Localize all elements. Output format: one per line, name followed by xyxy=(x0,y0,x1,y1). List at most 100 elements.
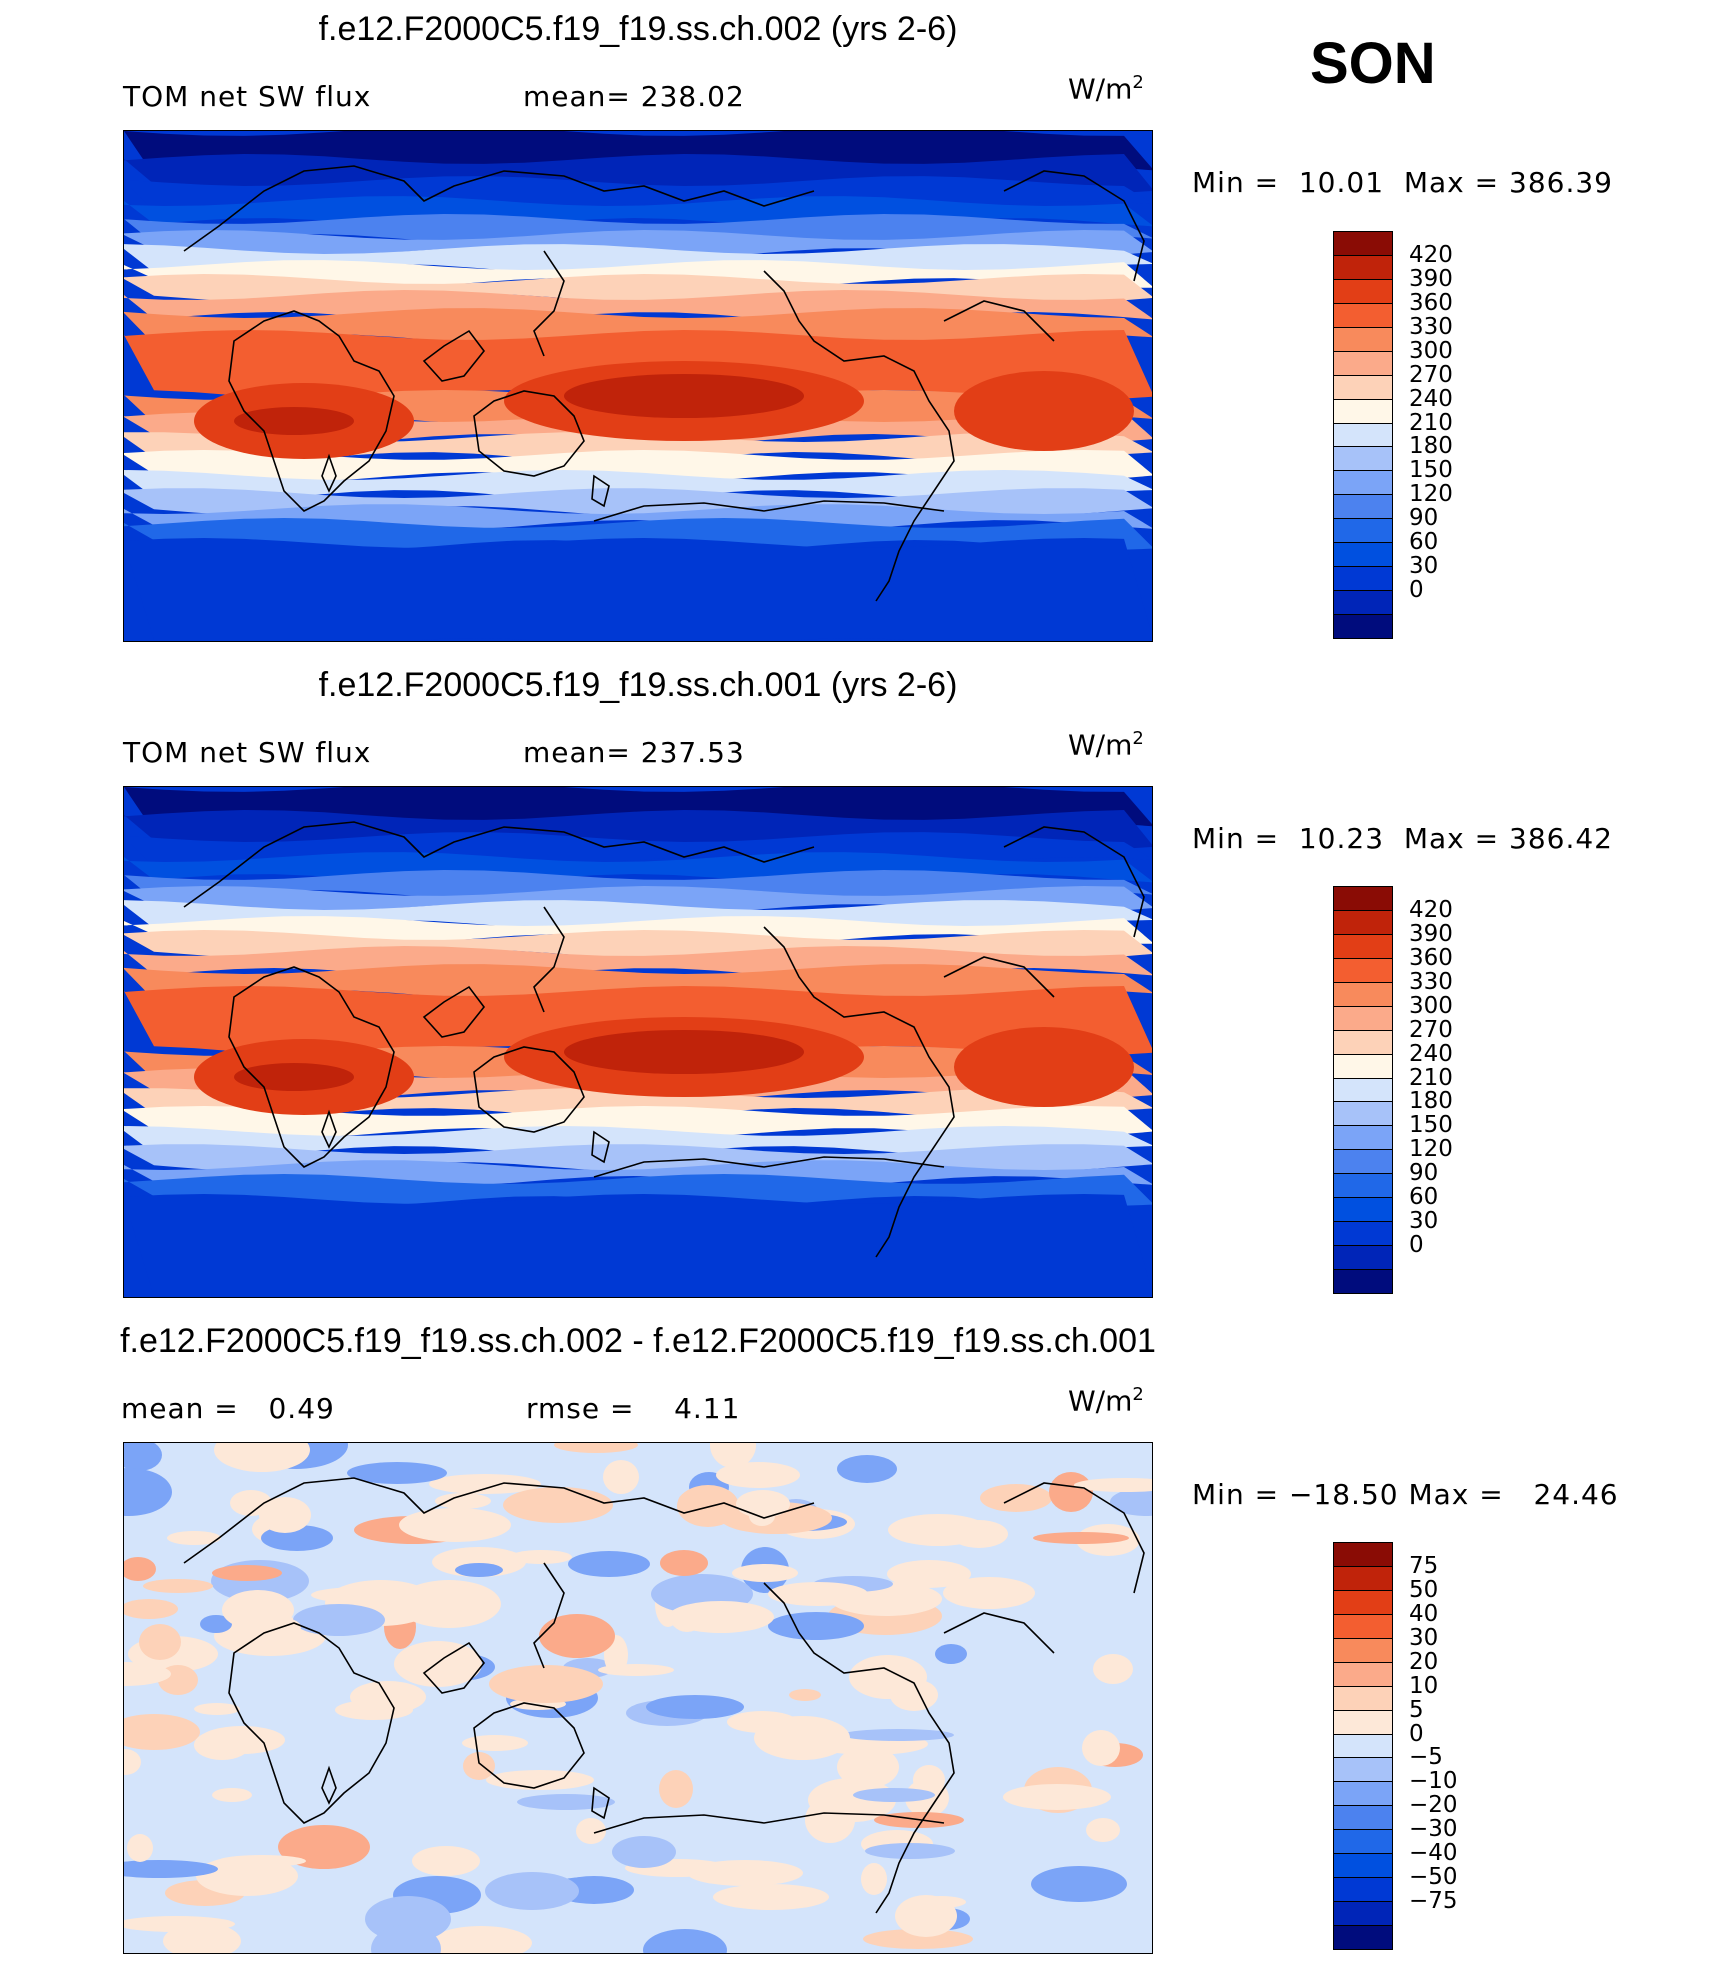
panel-2-map xyxy=(123,786,1153,1298)
colorbar-swatch xyxy=(1333,302,1393,328)
colorbar-tick-label: 10 xyxy=(1409,1672,1439,1699)
difference-anomaly-region xyxy=(218,1855,306,1867)
panel-2-colorbar: 420 390 360 330 300 270 240 210 180 150 120 90 60 30 0 xyxy=(1333,886,1453,1294)
difference-anomaly-region xyxy=(489,1665,603,1703)
difference-anomaly-region xyxy=(503,1487,613,1523)
difference-anomaly-region xyxy=(429,1474,541,1494)
colorbar-swatch xyxy=(1333,590,1393,616)
panel-3-min-label: Min = xyxy=(1192,1478,1280,1511)
colorbar-swatch xyxy=(1333,1125,1393,1151)
colorbar-swatch xyxy=(1333,231,1393,256)
colorbar-swatch xyxy=(1333,350,1393,376)
difference-anomaly-region xyxy=(1086,1818,1120,1842)
colorbar-swatch xyxy=(1333,909,1393,935)
colorbar-swatch xyxy=(1333,614,1393,639)
colorbar-tick-label: −5 xyxy=(1409,1744,1443,1771)
flux-maximum-region xyxy=(954,1027,1134,1107)
colorbar-swatch xyxy=(1333,1565,1393,1591)
difference-anomaly-region xyxy=(710,1443,756,1468)
colorbar-swatch xyxy=(1333,1637,1393,1663)
difference-anomaly-region xyxy=(124,1468,172,1516)
colorbar-tick-label: 240 xyxy=(1409,1040,1453,1067)
difference-anomaly-region xyxy=(736,1490,790,1518)
panel-1-max-value: 386.39 xyxy=(1509,166,1613,199)
colorbar-tick-label: 50 xyxy=(1409,1576,1439,1603)
panel-2-max-label: Max = xyxy=(1403,822,1500,855)
colorbar-swatch xyxy=(1333,1053,1393,1079)
coastlines xyxy=(183,1477,1145,1914)
panel-1-title: f.e12.F2000C5.f19_f19.ss.ch.002 (yrs 2-6… xyxy=(318,10,958,48)
difference-anomaly-region xyxy=(253,1617,301,1637)
difference-anomaly-region xyxy=(1082,1730,1120,1766)
colorbar-swatch xyxy=(1333,422,1393,448)
panel-3-title: f.e12.F2000C5.f19_f19.ss.ch.002 - f.e12.… xyxy=(120,1322,1156,1360)
colorbar-swatch xyxy=(1333,1077,1393,1103)
colorbar-swatch xyxy=(1333,1757,1393,1783)
panel-1-min-label: Min = xyxy=(1192,166,1280,199)
panel-3-rmse: rmse = 4.11 xyxy=(526,1392,740,1425)
difference-anomaly-region xyxy=(668,1601,774,1633)
colorbar-swatch xyxy=(1333,1733,1393,1759)
difference-anomaly-region xyxy=(199,1726,285,1754)
colorbar-tick-label: 390 xyxy=(1409,920,1453,947)
colorbar-swatch xyxy=(1333,1661,1393,1687)
colorbar-tick-label: 0 xyxy=(1409,1232,1424,1259)
colorbar-tick-label: 270 xyxy=(1409,361,1453,388)
colorbar-tick-label: 75 xyxy=(1409,1552,1439,1579)
colorbar-swatch xyxy=(1333,566,1393,592)
difference-anomaly-region xyxy=(646,1695,744,1719)
colorbar-swatch xyxy=(1333,278,1393,304)
panel-3-mean-label: mean = xyxy=(121,1392,239,1425)
coastlines xyxy=(183,821,1145,1258)
colorbar-tick-label: 0 xyxy=(1409,577,1424,604)
difference-anomaly-region xyxy=(259,1497,311,1533)
difference-anomaly-region xyxy=(124,1443,162,1471)
difference-anomaly-region xyxy=(568,1551,650,1577)
flux-contour-band xyxy=(124,244,1152,274)
flux-contour-band xyxy=(124,1106,1152,1138)
flux-contour-band xyxy=(124,432,1152,462)
difference-anomaly-region xyxy=(554,1443,638,1453)
colorbar-tick-label: 30 xyxy=(1409,553,1439,580)
colorbar-tick-label: 60 xyxy=(1409,529,1439,556)
difference-anomaly-region xyxy=(200,1615,232,1633)
panel-2-min-label: Min = xyxy=(1192,822,1280,855)
difference-anomaly-region xyxy=(853,1788,935,1802)
flux-peak-region xyxy=(234,407,354,435)
panel-3-rmse-label: rmse = xyxy=(526,1392,635,1425)
panel-2-units: W/m2 xyxy=(1068,728,1144,761)
panel-2-mean-label: mean= xyxy=(523,736,631,769)
colorbar-tick-label: 120 xyxy=(1409,1136,1453,1163)
panel-2-max-value: 386.42 xyxy=(1509,822,1613,855)
difference-anomaly-region xyxy=(139,1624,181,1660)
colorbar-swatch xyxy=(1333,398,1393,424)
difference-anomaly-region xyxy=(1033,1532,1129,1544)
colorbar-swatch xyxy=(1333,446,1393,472)
difference-anomaly-region xyxy=(463,1752,495,1780)
colorbar-tick-label: 390 xyxy=(1409,265,1453,292)
panel-3-mean: mean = 0.49 xyxy=(121,1392,335,1425)
colorbar-swatch xyxy=(1333,1925,1393,1950)
difference-anomaly-region xyxy=(713,1884,829,1910)
colorbar-swatch xyxy=(1333,1853,1393,1879)
colorbar-swatch xyxy=(1333,1877,1393,1903)
colorbar-swatch xyxy=(1333,1101,1393,1127)
flux-peak-region xyxy=(234,1063,354,1091)
panel-1-min-max: Min = 10.01 Max = 386.39 xyxy=(1192,166,1613,199)
colorbar-swatch xyxy=(1333,1269,1393,1294)
panel-3-map xyxy=(123,1442,1153,1954)
difference-anomaly-region xyxy=(732,1564,798,1582)
flux-contour-band xyxy=(124,1088,1152,1118)
colorbar-tick-label: 300 xyxy=(1409,337,1453,364)
colorbar-tick-label: −10 xyxy=(1409,1768,1458,1795)
colorbar-swatch xyxy=(1333,1197,1393,1223)
colorbar-swatch xyxy=(1333,1589,1393,1615)
panel-1-variable-label: TOM net SW flux xyxy=(123,80,372,113)
panel-2-mean: mean= 237.53 xyxy=(523,736,745,769)
flux-contour-band xyxy=(124,1126,1152,1156)
panel-2-min-max: Min = 10.23 Max = 386.42 xyxy=(1192,822,1613,855)
difference-anomaly-region xyxy=(768,1582,868,1606)
flux-contour-band xyxy=(124,538,1152,641)
difference-anomaly-region xyxy=(789,1689,821,1701)
difference-anomaly-region xyxy=(895,1895,957,1937)
